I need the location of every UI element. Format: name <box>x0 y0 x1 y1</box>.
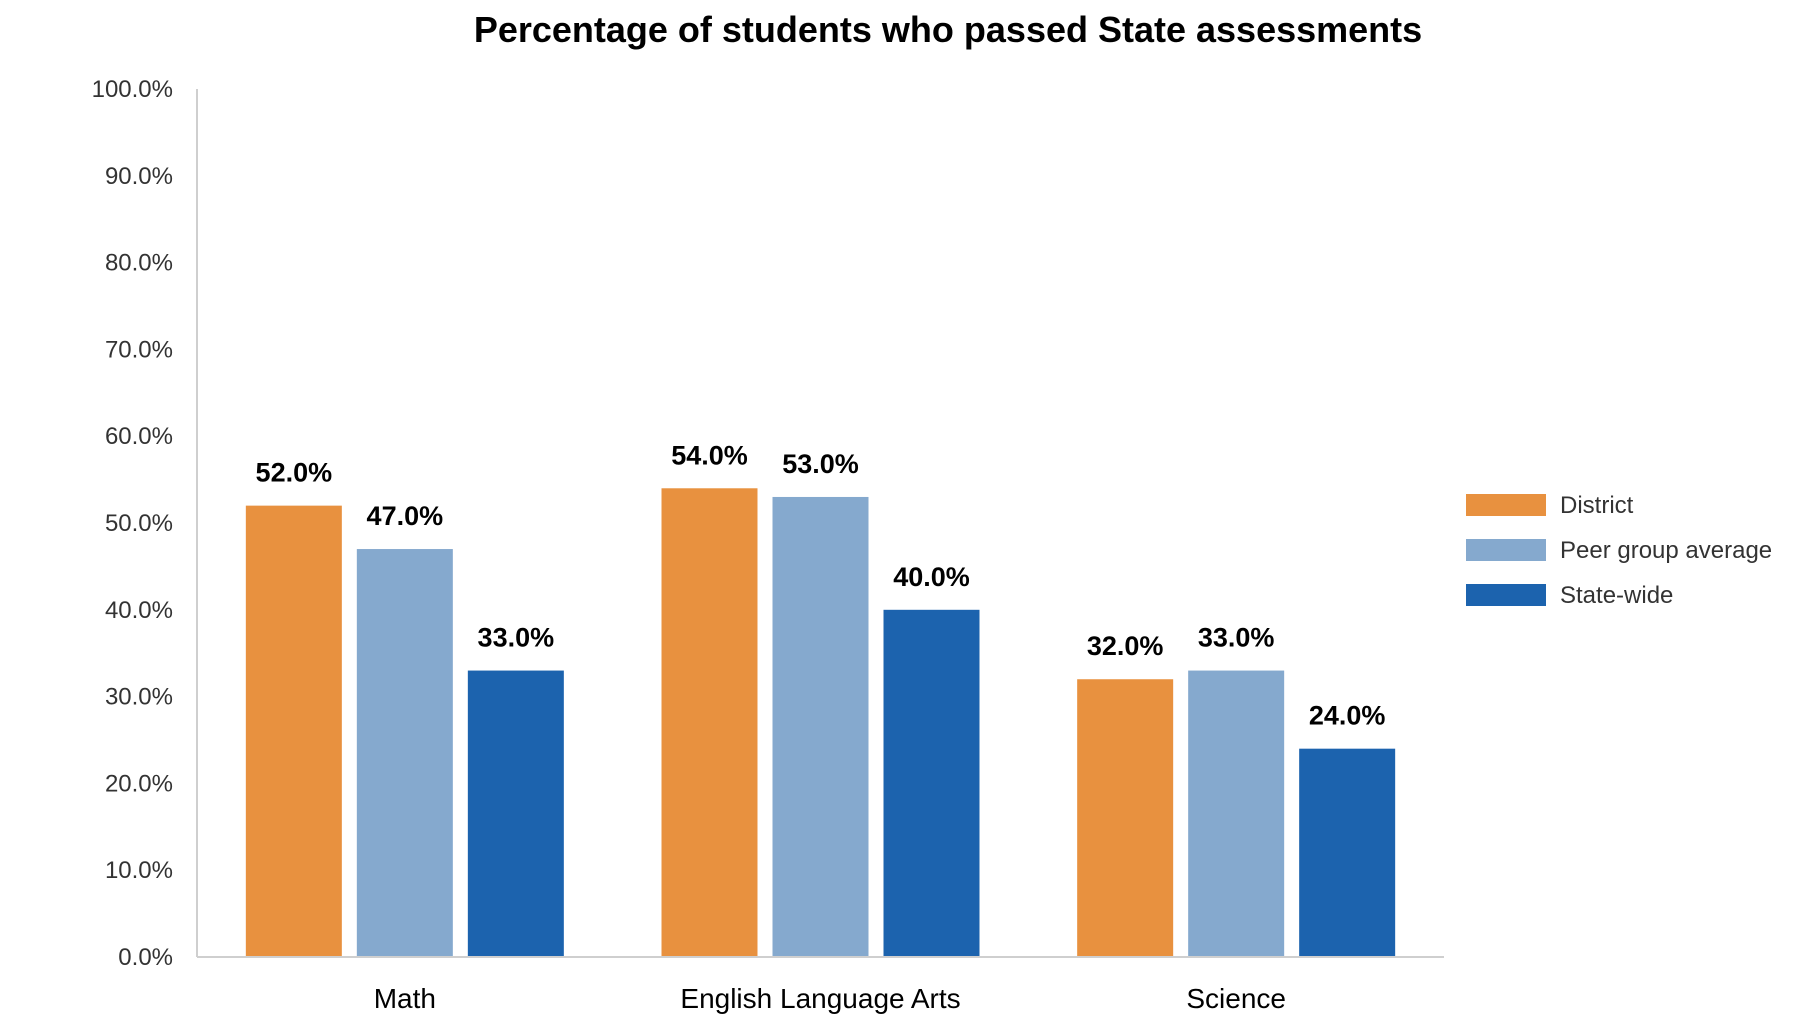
y-tick-label: 30.0% <box>105 684 173 711</box>
legend-label: Peer group average <box>1560 537 1772 564</box>
y-tick-label: 80.0% <box>105 250 173 277</box>
data-label: 52.0% <box>256 458 333 488</box>
legend: District Peer group average State-wide <box>1466 492 1772 609</box>
y-tick-label: 40.0% <box>105 597 173 624</box>
chart-title: Percentage of students who passed State … <box>474 9 1422 50</box>
y-tick-label: 10.0% <box>105 857 173 884</box>
x-tick-label: Math <box>374 983 436 1014</box>
bar-peer-group-average <box>1188 670 1285 957</box>
data-label: 40.0% <box>893 562 970 592</box>
x-tick-label: English Language Arts <box>680 983 960 1014</box>
y-tick-label: 0.0% <box>118 944 173 971</box>
bar-state-wide <box>1299 748 1396 957</box>
data-label: 47.0% <box>367 501 444 531</box>
bar-district <box>245 505 342 957</box>
bar-district <box>661 488 758 957</box>
y-tick-label: 90.0% <box>105 163 173 190</box>
legend-swatch <box>1466 539 1546 561</box>
data-label: 32.0% <box>1087 631 1164 661</box>
bar-state-wide <box>883 609 980 957</box>
y-tick-label: 70.0% <box>105 336 173 363</box>
legend-swatch <box>1466 584 1546 606</box>
x-axis: Math English Language Arts Science <box>197 956 1444 1014</box>
bar-state-wide <box>467 670 564 957</box>
data-label: 33.0% <box>478 623 555 653</box>
data-label: 54.0% <box>671 440 748 470</box>
y-axis: 0.0% 10.0% 20.0% 30.0% 40.0% 50.0% 60.0% 70.0% 8… <box>92 76 198 971</box>
data-label: 53.0% <box>782 449 859 479</box>
bar-peer-group-average <box>772 496 869 957</box>
y-tick-label: 60.0% <box>105 423 173 450</box>
bars: 52.0% 47.0% 33.0% 54.0% 53.0% 40.0% 32.0% 33.0%… <box>245 440 1396 957</box>
y-tick-label: 20.0% <box>105 770 173 797</box>
legend-swatch <box>1466 494 1546 516</box>
bar-district <box>1077 679 1174 957</box>
bar-peer-group-average <box>356 549 453 957</box>
data-label: 33.0% <box>1198 623 1275 653</box>
legend-label: District <box>1560 492 1634 519</box>
legend-label: State-wide <box>1560 582 1673 609</box>
x-tick-label: Science <box>1186 983 1286 1014</box>
data-label: 24.0% <box>1309 701 1386 731</box>
y-tick-label: 50.0% <box>105 510 173 537</box>
y-tick-label: 100.0% <box>92 76 173 103</box>
